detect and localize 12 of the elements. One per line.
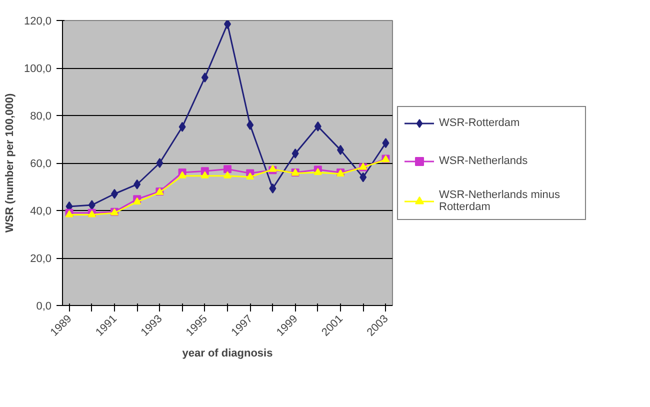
legend-label: WSR-Rotterdam bbox=[439, 116, 521, 128]
y-tick-label: 20,0 bbox=[30, 253, 52, 265]
y-tick-label: 40,0 bbox=[30, 206, 52, 218]
y-tick-label: 0,0 bbox=[36, 300, 52, 312]
y-tick-label: 60,0 bbox=[30, 158, 52, 170]
y-axis-title: WSR (number per 100,000) bbox=[4, 92, 16, 233]
x-axis-title: year of diagnosis bbox=[182, 347, 273, 360]
legend-label: WSR-Netherlands minus Rotterdam bbox=[439, 188, 562, 212]
y-tick-label: 100,0 bbox=[24, 63, 52, 75]
y-tick-label: 120,0 bbox=[24, 16, 52, 28]
legend-label: WSR-Netherlands bbox=[439, 154, 529, 166]
y-tick-label: 80,0 bbox=[30, 110, 52, 122]
